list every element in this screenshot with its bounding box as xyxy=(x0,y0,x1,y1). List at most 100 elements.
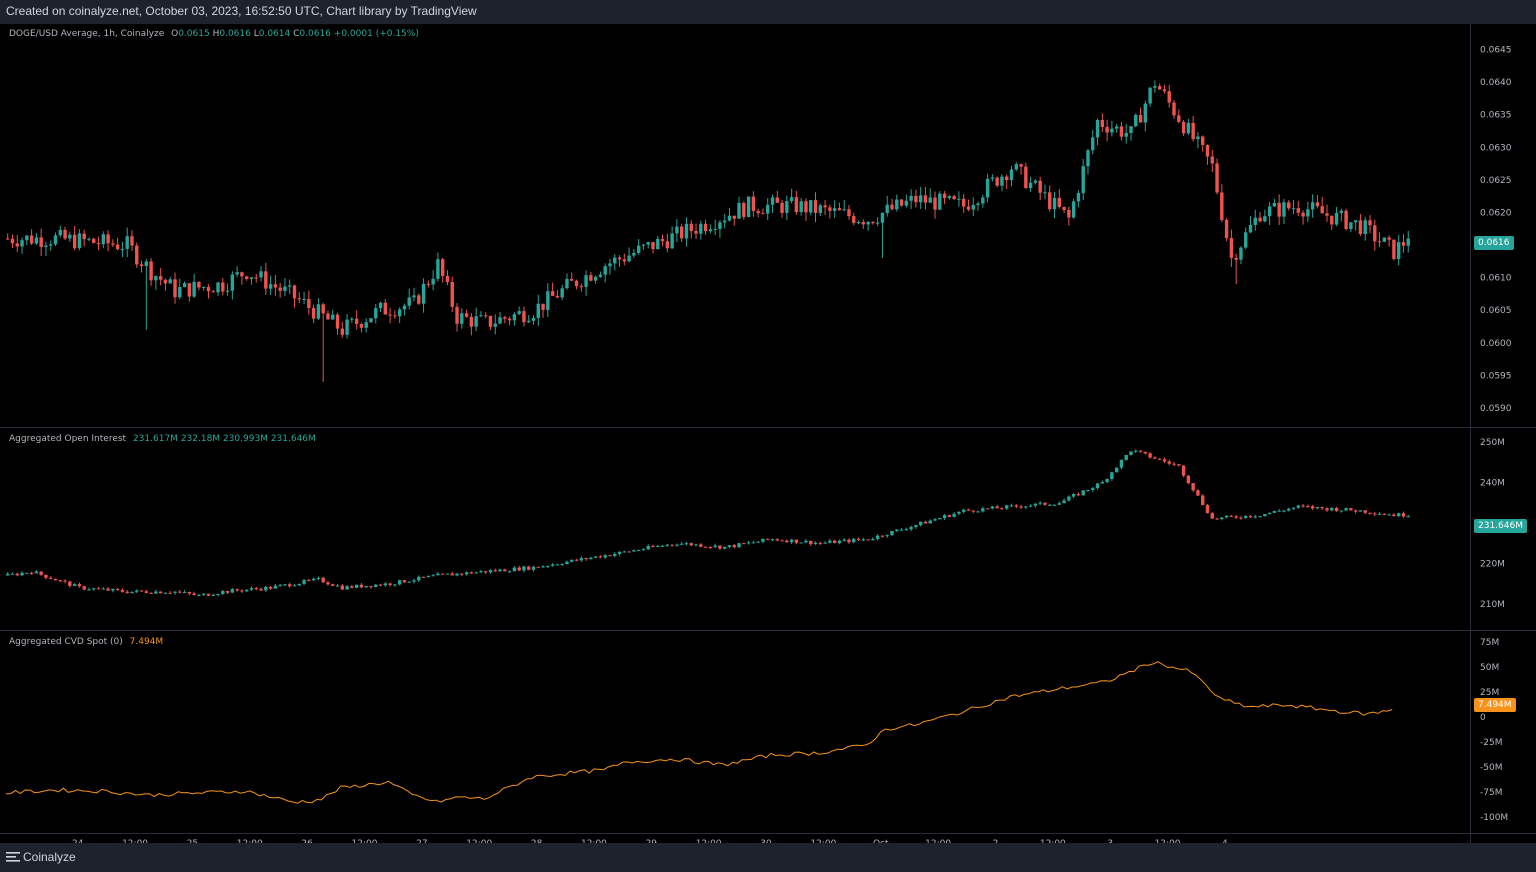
oi-candle xyxy=(766,538,770,540)
oi-candle xyxy=(1052,504,1057,506)
oi-candle xyxy=(1406,516,1410,518)
price-candle xyxy=(455,306,459,324)
oi-candle xyxy=(966,509,971,511)
price-candle xyxy=(1282,202,1286,217)
price-candle xyxy=(1028,182,1033,188)
oi-candle xyxy=(474,572,478,574)
price-candle xyxy=(723,220,727,223)
oi-candle xyxy=(976,511,980,513)
oi-candle xyxy=(53,578,58,581)
price-candle xyxy=(531,317,536,321)
oi-candle xyxy=(627,551,631,553)
oi-candle xyxy=(345,586,349,590)
x-tick-label: 12:00 xyxy=(696,839,722,843)
oi-candle xyxy=(1234,516,1238,518)
price-candle xyxy=(1334,212,1339,225)
oi-candle xyxy=(316,577,321,579)
oi-candle xyxy=(44,574,48,578)
oi-candle xyxy=(1205,505,1210,514)
price-candle xyxy=(651,242,655,250)
price-candle xyxy=(130,236,134,246)
x-tick-label: 12:00 xyxy=(466,839,492,843)
price-candle xyxy=(96,242,101,245)
oi-candle xyxy=(990,506,995,509)
price-candle xyxy=(942,193,947,198)
oi-candle xyxy=(158,591,163,594)
oi-candle xyxy=(589,557,593,560)
price-candle xyxy=(766,204,770,214)
oi-candle xyxy=(531,566,536,570)
oi-candle xyxy=(584,558,588,560)
y-tick-label: 0.0590 xyxy=(1480,404,1512,414)
oi-candle xyxy=(173,591,177,593)
x-tick-label: 24 xyxy=(72,839,84,843)
oi-candle xyxy=(1325,508,1329,511)
oi-candle xyxy=(541,566,545,568)
oi-candle xyxy=(421,576,426,578)
y-tick-label: 75M xyxy=(1480,638,1499,648)
price-candle xyxy=(178,287,182,298)
oi-candle xyxy=(1396,513,1401,517)
price-candle xyxy=(1277,202,1281,217)
oi-candle xyxy=(1005,505,1009,509)
oi-candle xyxy=(436,573,440,576)
oi-candle xyxy=(111,588,115,591)
oi-candle xyxy=(331,584,335,586)
price-candle xyxy=(1315,202,1320,207)
price-candle xyxy=(63,229,67,239)
oi-candle xyxy=(832,540,837,544)
price-candle xyxy=(139,264,144,267)
oi-candle xyxy=(96,588,101,590)
price-candle xyxy=(507,318,512,321)
oi-candle xyxy=(1177,464,1181,466)
chart-canvas[interactable]: 0.0645 0.0640 0.0635 0.0630 0.0625 0.0620 0.06… xyxy=(0,24,1536,843)
open-label: O xyxy=(171,29,179,39)
price-candle xyxy=(158,276,163,280)
price-candle xyxy=(388,314,392,316)
oi-candle xyxy=(407,581,411,583)
price-candle xyxy=(756,211,760,214)
price-candle xyxy=(182,283,187,288)
oi-candle xyxy=(746,542,751,544)
header-text: Created on coinalyze.net, October 03, 20… xyxy=(6,4,477,18)
price-candle xyxy=(1057,197,1061,207)
price-candle xyxy=(962,198,966,207)
price-candle xyxy=(393,315,397,317)
price-candle xyxy=(852,216,856,223)
oi-candle xyxy=(235,589,239,591)
y-tick-label: 0.0605 xyxy=(1480,306,1512,316)
oi-candle xyxy=(1282,510,1286,512)
price-candle xyxy=(1019,164,1023,167)
oi-candle xyxy=(895,529,899,531)
price-candle xyxy=(789,197,794,202)
x-tick-label: 12:00 xyxy=(237,839,263,843)
price-candle xyxy=(374,308,378,319)
price-candle xyxy=(173,279,177,298)
oi-candle xyxy=(479,571,483,573)
price-candle xyxy=(469,316,474,327)
price-candle xyxy=(1234,257,1238,260)
oi-candle xyxy=(574,559,579,561)
footer-brand: Coinalyze xyxy=(23,850,76,864)
cvd-line xyxy=(5,661,1393,804)
price-candle xyxy=(240,272,244,277)
x-tick-label: 26 xyxy=(301,839,313,843)
price-candle xyxy=(115,244,120,250)
oi-candle xyxy=(364,586,368,588)
oi-candle xyxy=(249,588,254,590)
price-candle xyxy=(904,200,909,206)
price-candle xyxy=(383,302,388,315)
y-tick-label: 0.0635 xyxy=(1480,111,1512,121)
oi-candle xyxy=(780,540,784,542)
oi-candle xyxy=(230,589,235,593)
price-candle xyxy=(1157,86,1162,90)
price-candle xyxy=(288,285,292,287)
price-candle xyxy=(1081,166,1085,194)
price-candle xyxy=(479,315,483,317)
oi-candle xyxy=(957,511,961,514)
price-candle xyxy=(679,226,684,239)
oi-candle xyxy=(713,545,717,548)
oi-candle xyxy=(297,583,301,586)
price-candle xyxy=(49,244,53,246)
price-candle xyxy=(1196,136,1200,140)
